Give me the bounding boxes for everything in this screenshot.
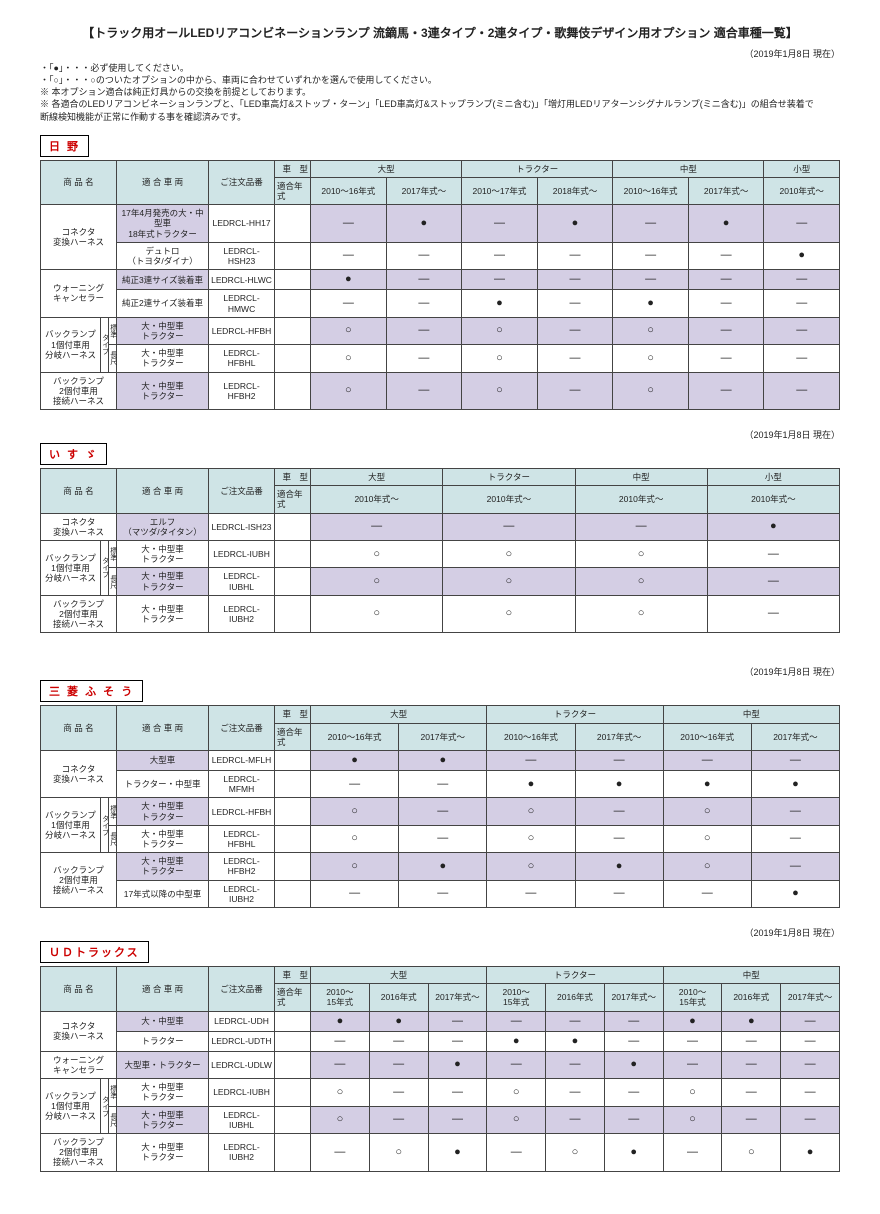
date-isuzu: （2019年1月8日 現在） xyxy=(40,428,840,441)
date-ud: （2019年1月8日 現在） xyxy=(40,926,840,939)
date-top: （2019年1月8日 現在） xyxy=(40,47,840,60)
maker-ud: ＵＤトラックス xyxy=(40,941,149,963)
table-ud: 商 品 名適 合 車 両ご注文品番 車 型 大型トラクター中型適合年式2010～… xyxy=(40,966,840,1172)
date-fuso: （2019年1月8日 現在） xyxy=(40,665,840,678)
table-isuzu: 商 品 名適 合 車 両ご注文品番 車 型 大型トラクター中型小型適合年式201… xyxy=(40,468,840,633)
notes: ・「●」・・・必ず使用してください。・「○」・・・○のついたオプションの中から、… xyxy=(40,62,840,123)
maker-isuzu: い す ゞ xyxy=(40,443,107,465)
table-fuso: 商 品 名適 合 車 両ご注文品番 車 型 大型トラクター中型適合年式2010～… xyxy=(40,705,840,908)
table-hino: 商 品 名適 合 車 両ご注文品番 車 型 大型トラクター中型小型適合年式201… xyxy=(40,160,840,410)
maker-hino: 日 野 xyxy=(40,135,89,157)
page-title: 【トラック用オールLEDリアコンビネーションランプ 流鏑馬・3連タイプ・2連タイ… xyxy=(40,24,840,41)
maker-fuso: 三 菱 ふ そ う xyxy=(40,680,143,702)
